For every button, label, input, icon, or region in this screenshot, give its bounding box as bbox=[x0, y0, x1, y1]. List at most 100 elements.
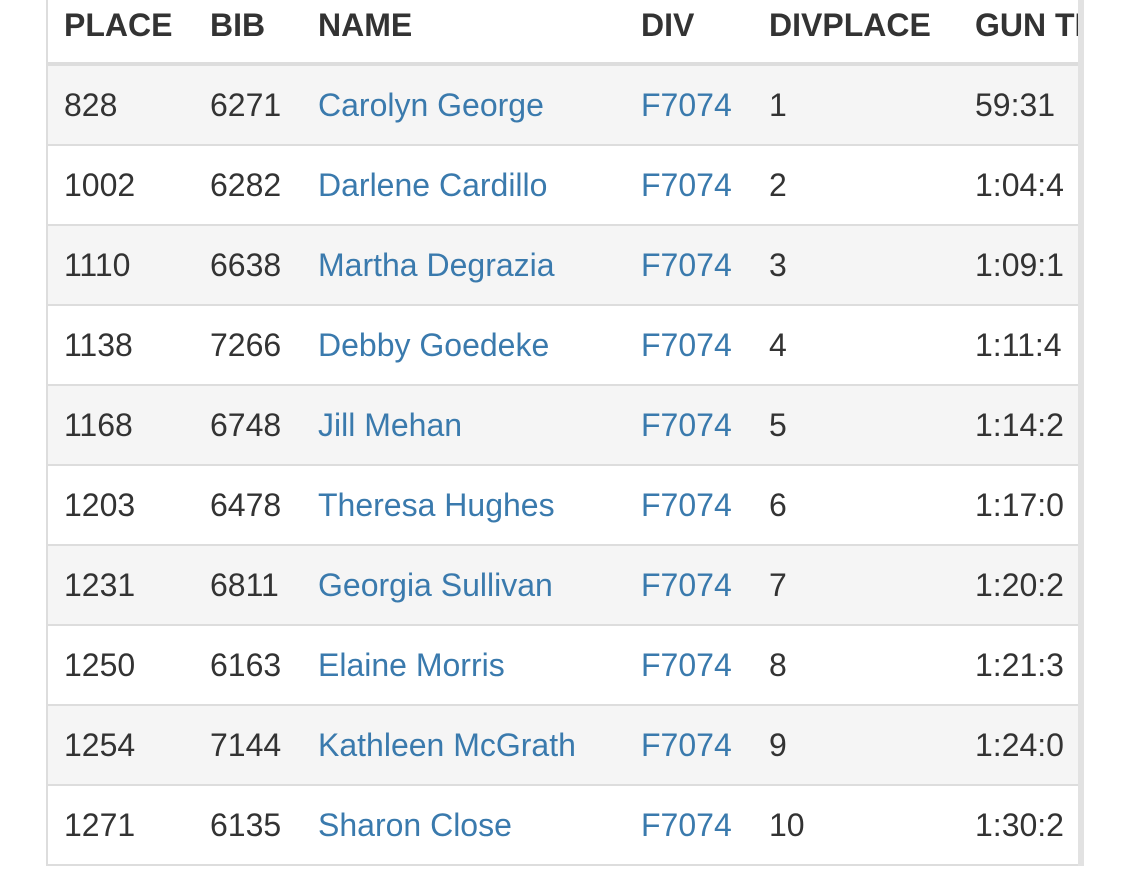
divplace-cell: 10 bbox=[753, 786, 959, 866]
name-cell: Debby Goedeke bbox=[302, 306, 625, 386]
table-row: 1002 6282 Darlene Cardillo F7074 2 1:04:… bbox=[48, 146, 1084, 226]
name-cell: Georgia Sullivan bbox=[302, 546, 625, 626]
bib-cell: 6638 bbox=[194, 226, 302, 306]
table-row: 1138 7266 Debby Goedeke F7074 4 1:11:4 bbox=[48, 306, 1084, 386]
div-cell: F7074 bbox=[625, 66, 753, 146]
div-cell: F7074 bbox=[625, 466, 753, 546]
runner-name-link[interactable]: Sharon Close bbox=[318, 806, 512, 843]
results-table-scroll-container[interactable]: PLACE BIB NAME DIV DIVPLACE GUN TIME 828… bbox=[46, 0, 1084, 866]
col-header-gun-time: GUN TIME bbox=[959, 0, 1084, 66]
division-link[interactable]: F7074 bbox=[641, 406, 732, 443]
division-link[interactable]: F7074 bbox=[641, 486, 732, 523]
col-header-divplace: DIVPLACE bbox=[753, 0, 959, 66]
division-link[interactable]: F7074 bbox=[641, 566, 732, 603]
runner-name-link[interactable]: Jill Mehan bbox=[318, 406, 463, 443]
col-header-place: PLACE bbox=[48, 0, 194, 66]
gun-time-cell: 1:11:4 bbox=[959, 306, 1084, 386]
div-cell: F7074 bbox=[625, 626, 753, 706]
divplace-cell: 7 bbox=[753, 546, 959, 626]
bib-cell: 6478 bbox=[194, 466, 302, 546]
runner-name-link[interactable]: Elaine Morris bbox=[318, 646, 505, 683]
runner-name-link[interactable]: Georgia Sullivan bbox=[318, 566, 553, 603]
gun-time-cell: 1:14:2 bbox=[959, 386, 1084, 466]
division-link[interactable]: F7074 bbox=[641, 166, 732, 203]
runner-name-link[interactable]: Darlene Cardillo bbox=[318, 166, 548, 203]
division-link[interactable]: F7074 bbox=[641, 86, 732, 123]
divplace-cell: 6 bbox=[753, 466, 959, 546]
divplace-cell: 5 bbox=[753, 386, 959, 466]
div-cell: F7074 bbox=[625, 146, 753, 226]
place-cell: 1271 bbox=[48, 786, 194, 866]
division-link[interactable]: F7074 bbox=[641, 646, 732, 683]
bib-cell: 6163 bbox=[194, 626, 302, 706]
div-cell: F7074 bbox=[625, 546, 753, 626]
table-row: 1254 7144 Kathleen McGrath F7074 9 1:24:… bbox=[48, 706, 1084, 786]
division-link[interactable]: F7074 bbox=[641, 246, 732, 283]
runner-name-link[interactable]: Kathleen McGrath bbox=[318, 726, 576, 763]
name-cell: Elaine Morris bbox=[302, 626, 625, 706]
place-cell: 1110 bbox=[48, 226, 194, 306]
runner-name-link[interactable]: Carolyn George bbox=[318, 86, 544, 123]
gun-time-cell: 59:31 bbox=[959, 66, 1084, 146]
name-cell: Carolyn George bbox=[302, 66, 625, 146]
divplace-cell: 4 bbox=[753, 306, 959, 386]
name-cell: Kathleen McGrath bbox=[302, 706, 625, 786]
divplace-cell: 8 bbox=[753, 626, 959, 706]
bib-cell: 6748 bbox=[194, 386, 302, 466]
place-cell: 1231 bbox=[48, 546, 194, 626]
bib-cell: 6135 bbox=[194, 786, 302, 866]
name-cell: Jill Mehan bbox=[302, 386, 625, 466]
table-row: 1168 6748 Jill Mehan F7074 5 1:14:2 bbox=[48, 386, 1084, 466]
col-header-div: DIV bbox=[625, 0, 753, 66]
div-cell: F7074 bbox=[625, 706, 753, 786]
gun-time-cell: 1:24:0 bbox=[959, 706, 1084, 786]
runner-name-link[interactable]: Debby Goedeke bbox=[318, 326, 550, 363]
division-link[interactable]: F7074 bbox=[641, 806, 732, 843]
div-cell: F7074 bbox=[625, 786, 753, 866]
table-row: 1250 6163 Elaine Morris F7074 8 1:21:3 bbox=[48, 626, 1084, 706]
gun-time-cell: 1:20:2 bbox=[959, 546, 1084, 626]
table-row: 828 6271 Carolyn George F7074 1 59:31 bbox=[48, 66, 1084, 146]
div-cell: F7074 bbox=[625, 226, 753, 306]
divplace-cell: 1 bbox=[753, 66, 959, 146]
runner-name-link[interactable]: Theresa Hughes bbox=[318, 486, 555, 523]
name-cell: Martha Degrazia bbox=[302, 226, 625, 306]
table-right-edge-strip bbox=[1078, 0, 1084, 866]
name-cell: Theresa Hughes bbox=[302, 466, 625, 546]
divplace-cell: 2 bbox=[753, 146, 959, 226]
bib-cell: 6282 bbox=[194, 146, 302, 226]
bib-cell: 6271 bbox=[194, 66, 302, 146]
place-cell: 1203 bbox=[48, 466, 194, 546]
runner-name-link[interactable]: Martha Degrazia bbox=[318, 246, 555, 283]
gun-time-cell: 1:04:4 bbox=[959, 146, 1084, 226]
name-cell: Darlene Cardillo bbox=[302, 146, 625, 226]
div-cell: F7074 bbox=[625, 306, 753, 386]
place-cell: 1254 bbox=[48, 706, 194, 786]
table-row: 1110 6638 Martha Degrazia F7074 3 1:09:1 bbox=[48, 226, 1084, 306]
gun-time-cell: 1:30:2 bbox=[959, 786, 1084, 866]
table-row: 1231 6811 Georgia Sullivan F7074 7 1:20:… bbox=[48, 546, 1084, 626]
table-row: 1271 6135 Sharon Close F7074 10 1:30:2 bbox=[48, 786, 1084, 866]
div-cell: F7074 bbox=[625, 386, 753, 466]
col-header-name: NAME bbox=[302, 0, 625, 66]
gun-time-cell: 1:09:1 bbox=[959, 226, 1084, 306]
place-cell: 828 bbox=[48, 66, 194, 146]
bib-cell: 7266 bbox=[194, 306, 302, 386]
place-cell: 1250 bbox=[48, 626, 194, 706]
bib-cell: 7144 bbox=[194, 706, 302, 786]
name-cell: Sharon Close bbox=[302, 786, 625, 866]
gun-time-cell: 1:21:3 bbox=[959, 626, 1084, 706]
place-cell: 1002 bbox=[48, 146, 194, 226]
gun-time-cell: 1:17:0 bbox=[959, 466, 1084, 546]
bib-cell: 6811 bbox=[194, 546, 302, 626]
race-results-table: PLACE BIB NAME DIV DIVPLACE GUN TIME 828… bbox=[48, 0, 1084, 866]
table-header-row: PLACE BIB NAME DIV DIVPLACE GUN TIME bbox=[48, 0, 1084, 66]
division-link[interactable]: F7074 bbox=[641, 726, 732, 763]
division-link[interactable]: F7074 bbox=[641, 326, 732, 363]
place-cell: 1138 bbox=[48, 306, 194, 386]
place-cell: 1168 bbox=[48, 386, 194, 466]
col-header-bib: BIB bbox=[194, 0, 302, 66]
table-row: 1203 6478 Theresa Hughes F7074 6 1:17:0 bbox=[48, 466, 1084, 546]
divplace-cell: 9 bbox=[753, 706, 959, 786]
divplace-cell: 3 bbox=[753, 226, 959, 306]
